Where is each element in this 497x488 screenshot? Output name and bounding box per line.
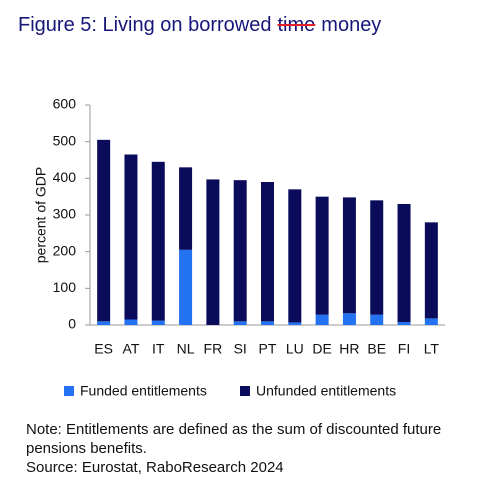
- y-axis-label: percent of GDP: [33, 167, 49, 264]
- bar-segment: [370, 314, 384, 325]
- x-tick-label: PT: [259, 341, 277, 357]
- title-part: Figure 5: Living on borrowed: [18, 14, 272, 36]
- bar-segment: [151, 320, 165, 325]
- x-tick-label: SI: [234, 341, 247, 357]
- chart-title: Figure 5: Living on borrowed time money: [18, 14, 387, 37]
- x-tick-label: FR: [204, 341, 223, 357]
- bar-segment: [206, 179, 220, 325]
- bar-segment: [397, 204, 411, 323]
- footnote: Note: Entitlements are defined as the su…: [26, 420, 458, 477]
- x-tick-label: LT: [424, 341, 440, 357]
- bar-segment: [315, 196, 329, 315]
- x-tick-label: NL: [177, 341, 195, 357]
- bar-segment: [424, 318, 438, 325]
- source: Source: Eurostat, RaboResearch 2024: [26, 459, 284, 476]
- y-tick-label: 400: [53, 169, 77, 185]
- bar-segment: [397, 322, 411, 325]
- title-struck: time: [277, 14, 316, 36]
- bar-segment: [288, 322, 302, 325]
- y-tick-label: 100: [53, 279, 77, 295]
- note: Note: Entitlements are defined as the su…: [26, 421, 442, 457]
- bar-segment: [151, 161, 165, 321]
- bar-segment: [342, 197, 356, 314]
- bar-segment: [342, 313, 356, 325]
- bar-segment: [97, 139, 111, 322]
- bar-segment: [179, 249, 193, 325]
- chart: percent of GDP 0 100 200 300 400 500 600 ES AT IT…: [33, 96, 445, 399]
- x-tick-label: ES: [94, 341, 113, 357]
- legend-label: Funded entitlements: [80, 383, 207, 399]
- y-tick-label: 0: [68, 316, 76, 332]
- y-tick-label: 500: [53, 132, 77, 148]
- bar-segment: [288, 189, 302, 323]
- bar-segment: [233, 321, 247, 325]
- bar-segment: [179, 167, 193, 250]
- y-tick-label: 200: [53, 242, 77, 258]
- bar-segment: [97, 321, 111, 325]
- bar-segment: [424, 222, 438, 319]
- bar-segment: [233, 180, 247, 322]
- bar-segment: [261, 321, 274, 325]
- x-tick-label: IT: [152, 341, 165, 357]
- bar-segment: [124, 154, 138, 320]
- x-tick-label: HR: [339, 341, 359, 357]
- x-tick-label: DE: [312, 341, 331, 357]
- legend-swatch: [240, 386, 250, 396]
- bar-segment: [261, 182, 274, 322]
- title-part: money: [321, 14, 382, 36]
- y-tick-label: 300: [53, 206, 77, 222]
- x-tick-label: LU: [286, 341, 304, 357]
- y-tick-label: 600: [53, 96, 77, 112]
- bar-segment: [124, 319, 138, 325]
- legend-label: Unfunded entitlements: [256, 383, 396, 399]
- legend-swatch: [64, 386, 74, 396]
- bar-segment: [370, 200, 384, 315]
- x-tick-label: BE: [367, 341, 386, 357]
- bar-segment: [315, 314, 329, 325]
- x-tick-label: FI: [398, 341, 410, 357]
- x-tick-label: AT: [123, 341, 140, 357]
